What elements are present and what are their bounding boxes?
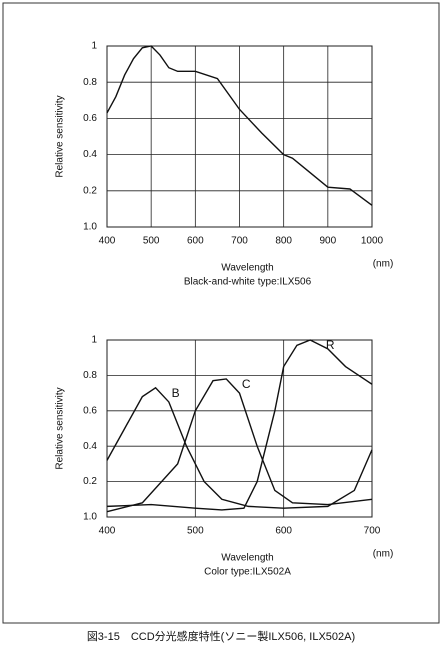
y-tick-label: 1.0 — [83, 222, 97, 233]
y-tick-label: 0.4 — [83, 149, 97, 160]
x-axis-label: Wavelength — [221, 553, 273, 564]
unit-label: (nm) — [373, 549, 394, 560]
line — [106, 386, 373, 509]
plot-frame — [106, 339, 373, 518]
unit-label: (nm) — [373, 259, 394, 270]
y-tick-label: 1 — [91, 335, 97, 346]
y-tick-label: 1 — [91, 41, 97, 52]
series-label: C — [242, 377, 251, 391]
line — [106, 378, 373, 513]
x-tick-label: 700 — [231, 236, 248, 247]
y-tick-label: 0.2 — [83, 185, 97, 196]
subtitle: Color type:ILX502A — [204, 567, 291, 578]
line — [106, 339, 373, 511]
series-label: B — [172, 386, 180, 400]
x-tick-label: 700 — [364, 526, 381, 537]
y-tick-label: 1.0 — [83, 512, 97, 523]
x-tick-label: 900 — [319, 236, 336, 247]
y-tick-label: 0.6 — [83, 113, 97, 124]
line — [106, 45, 373, 206]
x-tick-label: 500 — [187, 526, 204, 537]
y-tick-label: 0.8 — [83, 370, 97, 381]
frame — [2, 2, 440, 624]
x-tick-label: 400 — [99, 526, 116, 537]
x-axis-label: Wavelength — [221, 263, 273, 274]
x-tick-label: 800 — [275, 236, 292, 247]
caption: 図3-15 CCD分光感度特性(ソニー製ILX506, ILX502A) — [87, 629, 355, 643]
y-tick-label: 0.2 — [83, 476, 97, 487]
x-tick-label: 600 — [187, 236, 204, 247]
subtitle: Black-and-white type:ILX506 — [184, 277, 312, 288]
x-tick-label: 400 — [99, 236, 116, 247]
y-axis-label: Relative sensitivity — [55, 387, 66, 469]
y-tick-label: 0.6 — [83, 405, 97, 416]
y-axis-label: Relative sensitivity — [55, 95, 66, 177]
x-tick-label: 500 — [143, 236, 160, 247]
x-tick-label: 1000 — [361, 236, 384, 247]
x-tick-label: 600 — [275, 526, 292, 537]
series-label: R — [326, 338, 335, 352]
y-tick-label: 0.8 — [83, 77, 97, 88]
y-tick-label: 0.4 — [83, 441, 97, 452]
